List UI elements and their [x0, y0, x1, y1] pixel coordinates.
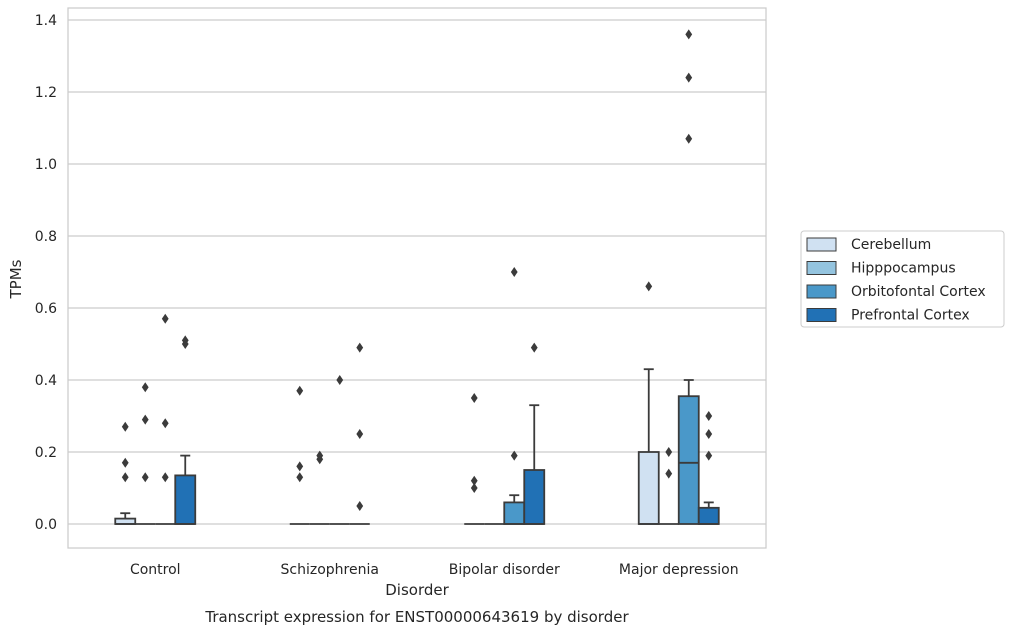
box-2-1 — [329, 375, 350, 525]
outlier-point — [181, 335, 189, 346]
legend-swatch — [806, 237, 837, 252]
outlier-point — [121, 472, 129, 483]
legend-swatch — [806, 261, 837, 275]
y-tick-label: 1.0 — [35, 157, 57, 173]
outlier-point — [470, 393, 478, 403]
outlier-point — [665, 468, 673, 479]
y-tick-label: 0.6 — [35, 301, 57, 317]
box-0-3 — [637, 281, 660, 525]
legend-label: Hipppocampus — [851, 261, 956, 277]
outlier-point — [470, 475, 478, 486]
chart-caption: Transcript expression for ENST0000064361… — [204, 608, 629, 626]
outlier-point — [296, 385, 304, 396]
outlier-point — [141, 382, 149, 393]
outlier-point — [685, 133, 693, 144]
x-axis-title: Disorder — [385, 581, 449, 599]
outlier-point — [705, 429, 713, 439]
outlier-point — [121, 421, 129, 432]
iqr-box — [637, 451, 660, 525]
box-0-1 — [289, 385, 310, 525]
box-1-1 — [309, 450, 330, 525]
x-tick-label: Schizophrenia — [281, 562, 379, 578]
x-tick-label: Major depression — [619, 562, 739, 578]
outlier-point — [161, 472, 169, 483]
y-tick-label: 0.8 — [35, 229, 57, 245]
outlier-point — [645, 281, 653, 292]
outlier-point — [121, 457, 129, 468]
legend-label: Cerebellum — [851, 237, 931, 253]
outlier-point — [665, 447, 673, 457]
y-tick-label: 0.4 — [35, 373, 57, 389]
outlier-point — [296, 472, 304, 483]
outlier-point — [316, 450, 324, 461]
outlier-point — [356, 342, 364, 353]
y-tick-label: 0.0 — [35, 517, 57, 533]
legend: Cerebellum Hipppocampus Orbitofontal Corte… — [800, 230, 1005, 328]
outlier-point — [141, 472, 149, 483]
x-tick-labels: Control Schizophrenia Bipolar disorder Majo… — [130, 562, 739, 578]
iqr-box — [697, 506, 720, 525]
outlier-point — [356, 501, 364, 511]
iqr-box — [174, 474, 197, 525]
outlier-point — [161, 418, 169, 429]
y-tick-label: 1.4 — [35, 13, 57, 29]
outlier-point — [685, 29, 693, 40]
outlier-point — [510, 450, 518, 461]
outlier-point — [705, 450, 713, 461]
box-3-3 — [697, 411, 720, 525]
box-0-0 — [114, 421, 137, 525]
outlier-point — [356, 429, 364, 439]
y-tick-labels: 0.0 0.2 0.4 0.6 0.8 1.0 1.2 1.4 — [35, 13, 57, 533]
y-tick-label: 0.2 — [35, 445, 57, 461]
outlier-point — [141, 414, 149, 425]
outlier-point — [530, 342, 538, 353]
outlier-point — [161, 313, 169, 324]
iqr-box — [503, 501, 526, 525]
box-2-2 — [503, 267, 526, 525]
box-2-0 — [155, 313, 176, 525]
box-3-2 — [523, 342, 546, 525]
box-1-3 — [658, 447, 679, 525]
box-3-1 — [349, 342, 370, 525]
legend-label: Orbitofontal Cortex — [851, 284, 986, 300]
box-2-3 — [677, 29, 700, 525]
y-axis-title: TPMs — [7, 259, 25, 299]
legend-frame — [800, 230, 1005, 328]
outlier-point — [510, 267, 518, 277]
legend-swatch — [806, 284, 837, 299]
iqr-box — [523, 469, 546, 525]
outlier-point — [685, 72, 693, 83]
legend-label: Prefrontal Cortex — [851, 308, 970, 324]
outlier-point — [470, 483, 478, 493]
x-tick-label: Bipolar disorder — [449, 562, 560, 578]
box-1-0 — [135, 382, 156, 525]
box-3-0 — [174, 335, 197, 525]
outlier-point — [705, 411, 713, 421]
plot-marks — [114, 29, 720, 525]
x-tick-label: Control — [130, 562, 181, 578]
y-tick-label: 1.2 — [35, 85, 57, 101]
iqr-box — [677, 395, 700, 525]
outlier-point — [296, 461, 304, 472]
legend-swatch — [806, 308, 837, 322]
box-0-2 — [464, 393, 485, 525]
plot-frame — [67, 7, 767, 549]
outlier-point — [336, 375, 344, 385]
